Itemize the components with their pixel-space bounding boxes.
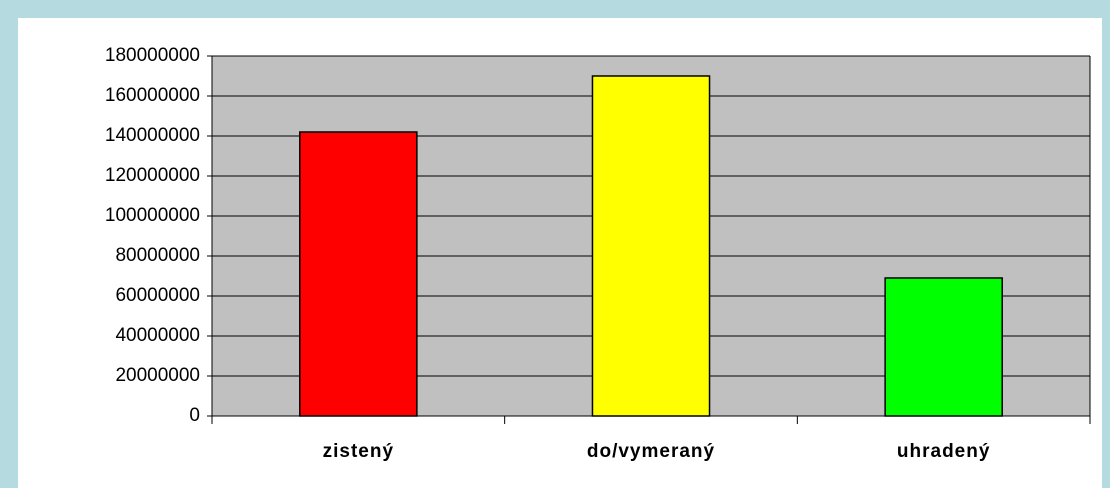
y-tick-label: 20000000 (115, 365, 200, 386)
y-tick-label: 100000000 (105, 205, 200, 226)
bar (299, 131, 418, 417)
x-tick-label: uhradený (897, 441, 991, 462)
x-tick-label: zistený (323, 441, 394, 462)
y-tick-label: 180000000 (105, 45, 200, 66)
bar (884, 277, 1003, 417)
y-tick-label: 140000000 (105, 125, 200, 146)
y-tick-label: 0 (189, 405, 200, 426)
bar (591, 75, 711, 417)
x-tick-label: do/vymeraný (587, 441, 715, 462)
y-tick-label: 160000000 (105, 85, 200, 106)
y-tick-label: 80000000 (115, 245, 200, 266)
y-tick-label: 120000000 (105, 165, 200, 186)
y-tick-label: 40000000 (115, 325, 200, 346)
y-tick-label: 60000000 (115, 285, 200, 306)
